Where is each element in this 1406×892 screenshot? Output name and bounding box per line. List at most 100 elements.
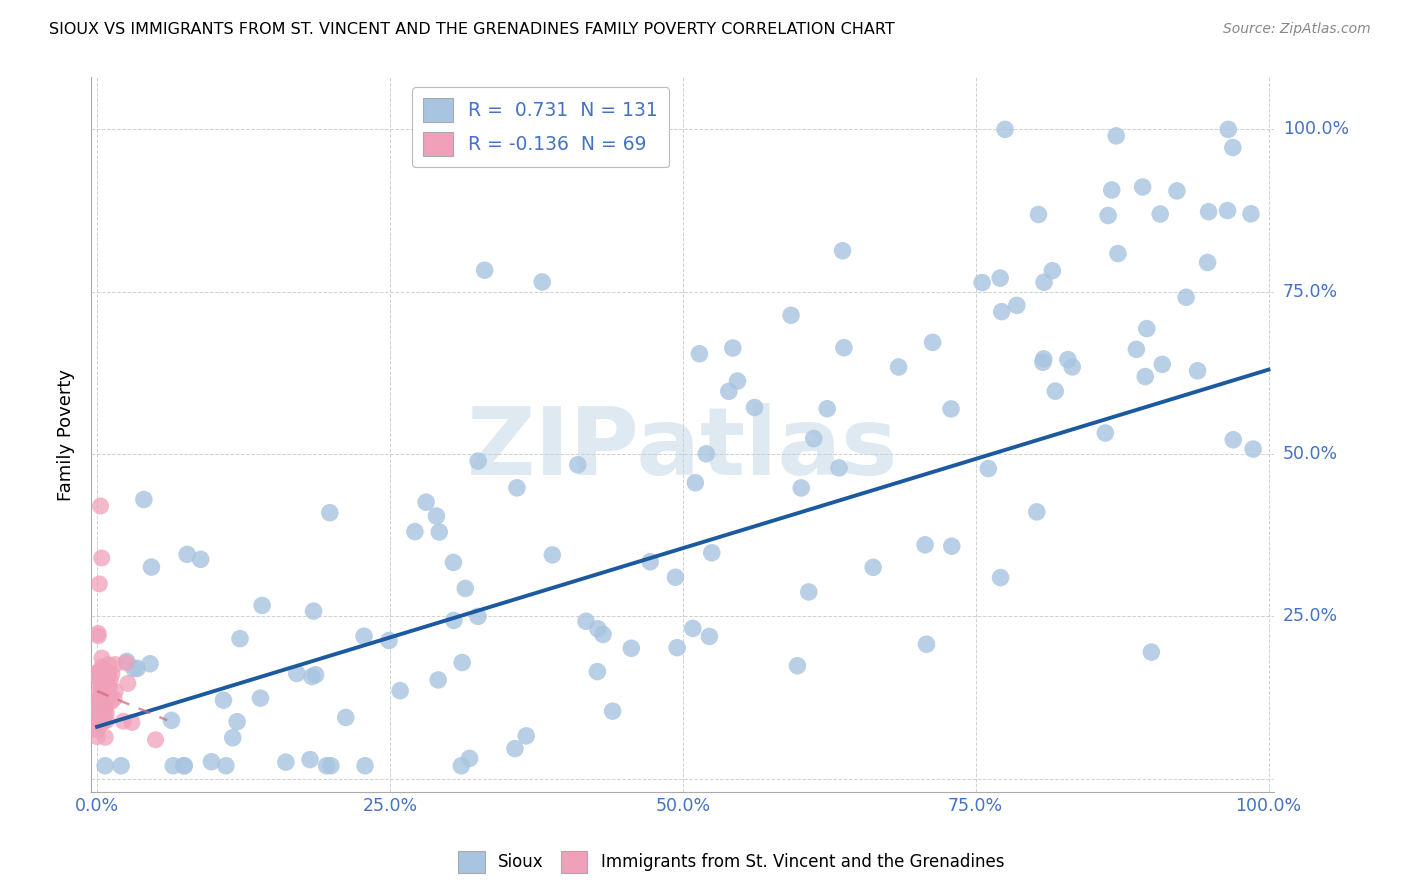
Point: [298, 753, 321, 767]
Point: [86, 711, 108, 725]
Point: [972, 276, 994, 290]
Point: [503, 741, 526, 756]
Point: [941, 539, 963, 553]
Point: [104, 657, 127, 672]
Point: [86, 665, 108, 680]
Point: [441, 556, 464, 570]
Point: [915, 637, 938, 651]
Point: [94, 695, 117, 709]
Point: [97, 666, 120, 681]
Point: [1101, 183, 1123, 197]
Point: [87, 629, 110, 643]
Point: [592, 627, 614, 641]
Point: [91, 651, 114, 665]
Point: [378, 633, 401, 648]
Point: [190, 552, 212, 566]
Point: [786, 658, 808, 673]
Point: [302, 604, 325, 618]
Point: [427, 524, 450, 539]
Point: [425, 509, 447, 524]
Point: [682, 621, 704, 635]
Point: [688, 347, 710, 361]
Point: [315, 758, 337, 772]
Point: [104, 684, 127, 698]
Point: [990, 571, 1012, 585]
Point: [96, 665, 118, 680]
Point: [89, 691, 111, 706]
Point: [699, 629, 721, 643]
Point: [97, 657, 120, 672]
Point: [1105, 128, 1128, 143]
Point: [160, 714, 183, 728]
Point: [89, 669, 111, 683]
Point: [89, 664, 111, 678]
Point: [90, 676, 112, 690]
Point: [91, 679, 114, 693]
Point: [94, 758, 117, 772]
Point: [93, 669, 115, 683]
Text: 75.0%: 75.0%: [1282, 283, 1339, 301]
Point: [139, 657, 162, 671]
Point: [1222, 140, 1244, 154]
Point: [1033, 275, 1056, 289]
Point: [451, 656, 474, 670]
Point: [93, 703, 115, 717]
Point: [87, 705, 110, 719]
Point: [91, 708, 114, 723]
Point: [921, 335, 943, 350]
Point: [988, 271, 1011, 285]
Point: [506, 481, 529, 495]
Point: [304, 667, 326, 681]
Point: [1187, 364, 1209, 378]
Point: [91, 714, 114, 729]
Point: [89, 694, 111, 708]
Point: [467, 454, 489, 468]
Point: [250, 599, 273, 613]
Point: [353, 629, 375, 643]
Point: [86, 697, 108, 711]
Point: [93, 689, 115, 703]
Point: [1136, 321, 1159, 335]
Text: 25.0%: 25.0%: [1282, 607, 1339, 625]
Point: [96, 682, 118, 697]
Point: [132, 492, 155, 507]
Point: [467, 609, 489, 624]
Point: [285, 666, 308, 681]
Point: [87, 669, 110, 683]
Point: [93, 706, 115, 721]
Point: [90, 660, 112, 674]
Point: [1198, 204, 1220, 219]
Point: [94, 693, 117, 707]
Point: [319, 506, 342, 520]
Point: [1057, 352, 1080, 367]
Point: [887, 359, 910, 374]
Point: [87, 706, 110, 720]
Point: [117, 676, 139, 690]
Point: [862, 560, 884, 574]
Point: [215, 758, 238, 772]
Point: [700, 546, 723, 560]
Point: [200, 755, 222, 769]
Point: [1140, 645, 1163, 659]
Point: [939, 401, 962, 416]
Point: [1197, 255, 1219, 269]
Point: [721, 341, 744, 355]
Point: [97, 686, 120, 700]
Point: [87, 672, 110, 686]
Point: [1166, 184, 1188, 198]
Point: [427, 673, 450, 687]
Point: [454, 582, 477, 596]
Text: ZIPatlas: ZIPatlas: [467, 403, 898, 495]
Point: [86, 716, 108, 731]
Point: [115, 654, 138, 668]
Point: [354, 758, 377, 772]
Point: [94, 731, 117, 745]
Point: [586, 665, 609, 679]
Point: [1032, 355, 1054, 369]
Point: [87, 626, 110, 640]
Point: [222, 731, 245, 745]
Point: [567, 458, 589, 472]
Point: [602, 704, 624, 718]
Point: [1240, 207, 1263, 221]
Point: [91, 713, 114, 727]
